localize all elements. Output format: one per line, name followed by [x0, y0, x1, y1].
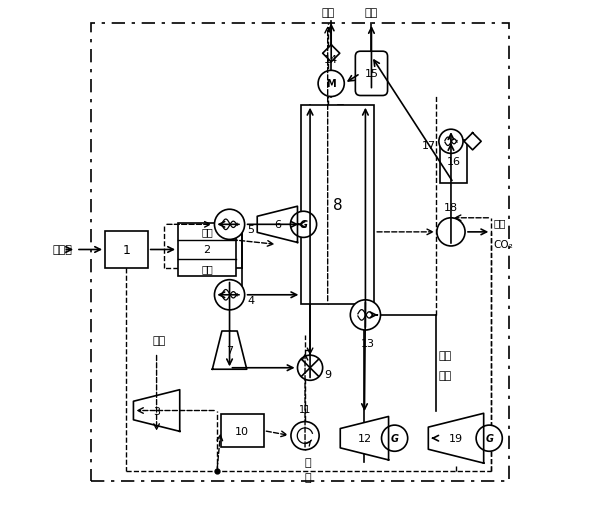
Polygon shape: [212, 331, 247, 370]
Text: 15: 15: [364, 69, 379, 79]
Text: 12: 12: [358, 433, 371, 443]
Text: 凝水: 凝水: [365, 9, 378, 19]
Circle shape: [214, 280, 245, 310]
Text: 7: 7: [226, 345, 233, 356]
FancyBboxPatch shape: [105, 231, 148, 269]
Circle shape: [382, 425, 407, 451]
Text: CO₂: CO₂: [494, 240, 514, 250]
FancyBboxPatch shape: [301, 106, 374, 304]
FancyBboxPatch shape: [178, 224, 236, 276]
Circle shape: [318, 71, 344, 97]
Text: 阳极: 阳极: [201, 226, 213, 236]
Circle shape: [290, 212, 317, 238]
Text: 1: 1: [122, 243, 130, 257]
Text: G: G: [485, 433, 493, 443]
Circle shape: [291, 422, 319, 450]
FancyBboxPatch shape: [221, 415, 263, 447]
Text: 9: 9: [325, 369, 332, 379]
FancyBboxPatch shape: [440, 141, 467, 183]
Circle shape: [439, 130, 463, 154]
Text: 8: 8: [333, 197, 343, 212]
Text: 天然气: 天然气: [53, 245, 73, 255]
Text: 阴极: 阴极: [201, 264, 213, 274]
Text: 3: 3: [153, 406, 160, 416]
Circle shape: [476, 425, 502, 451]
Circle shape: [214, 210, 245, 240]
Text: G: G: [299, 220, 308, 230]
Text: 4: 4: [247, 295, 254, 305]
Polygon shape: [428, 414, 484, 463]
Text: 空气: 空气: [321, 9, 334, 19]
Text: 13: 13: [361, 338, 374, 348]
Text: 过热: 过热: [439, 371, 452, 380]
Circle shape: [350, 300, 380, 330]
Text: 6: 6: [274, 220, 281, 230]
Text: 蒸汽: 蒸汽: [439, 350, 452, 361]
Text: 18: 18: [444, 203, 458, 212]
Text: 液态: 液态: [494, 218, 506, 227]
Circle shape: [437, 218, 465, 246]
Text: 17: 17: [422, 141, 436, 151]
Polygon shape: [464, 133, 481, 150]
Text: 11: 11: [299, 404, 311, 414]
Text: 2: 2: [203, 245, 211, 255]
Text: 纯: 纯: [304, 458, 311, 468]
Text: G: G: [391, 433, 398, 443]
Polygon shape: [257, 207, 298, 243]
Text: M: M: [326, 79, 336, 89]
Text: 5: 5: [247, 225, 254, 235]
Circle shape: [298, 356, 323, 381]
Text: 氧: 氧: [304, 473, 311, 482]
FancyBboxPatch shape: [355, 52, 388, 96]
Text: 10: 10: [235, 426, 249, 436]
Polygon shape: [340, 417, 389, 460]
Text: 16: 16: [446, 157, 460, 167]
Text: 空气: 空气: [152, 335, 166, 345]
Polygon shape: [133, 390, 180, 431]
Polygon shape: [323, 45, 340, 63]
Text: 14: 14: [324, 55, 338, 65]
Text: 19: 19: [449, 433, 463, 443]
